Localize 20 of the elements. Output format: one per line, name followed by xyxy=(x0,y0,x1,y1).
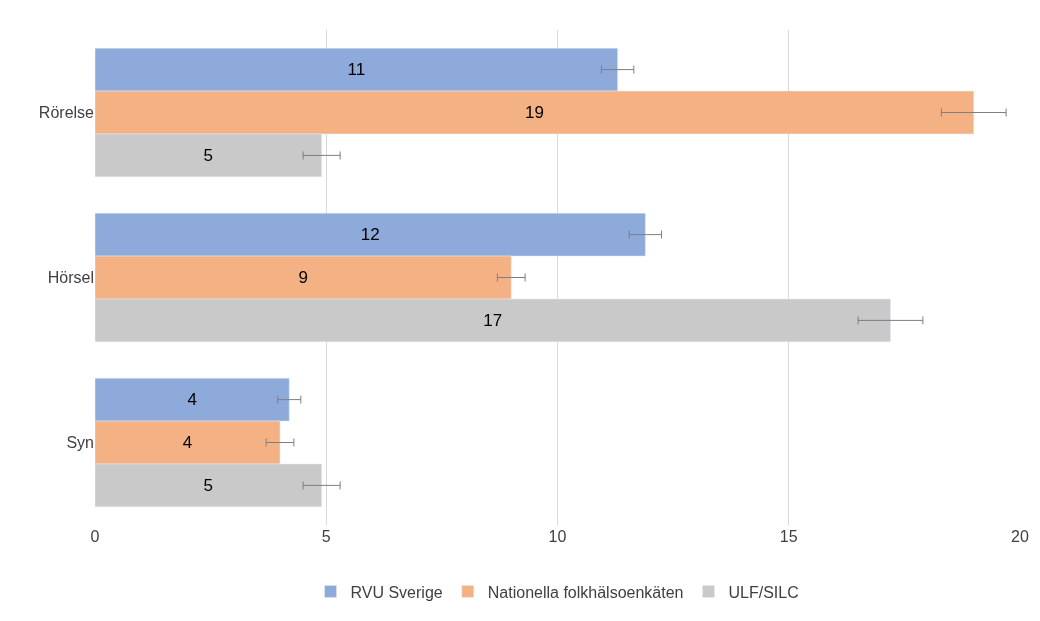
y-tick-label: Hörsel xyxy=(47,269,94,287)
x-tick-label: 15 xyxy=(779,528,798,545)
legend-label: ULF/SILC xyxy=(728,583,799,601)
data-label: 9 xyxy=(298,268,308,287)
x-tick-label: 0 xyxy=(90,528,100,545)
x-tick-label: 5 xyxy=(321,528,331,545)
x-tick-label: 10 xyxy=(548,528,567,545)
y-tick-label: Syn xyxy=(66,434,94,452)
data-label: 5 xyxy=(203,475,214,495)
data-label: 5 xyxy=(203,145,214,165)
data-label: 4 xyxy=(182,433,193,452)
x-tick-label: 20 xyxy=(1011,528,1029,545)
legend-label: Nationella folkhälsoenkäten xyxy=(487,583,684,601)
data-label: 4 xyxy=(187,390,197,410)
legend-label: RVU Sverige xyxy=(350,583,443,601)
data-label: 12 xyxy=(360,225,380,245)
data-label: 11 xyxy=(347,60,366,80)
data-label: 17 xyxy=(483,310,503,330)
y-tick-label: Rörelse xyxy=(38,104,95,122)
data-label: 19 xyxy=(524,103,544,122)
